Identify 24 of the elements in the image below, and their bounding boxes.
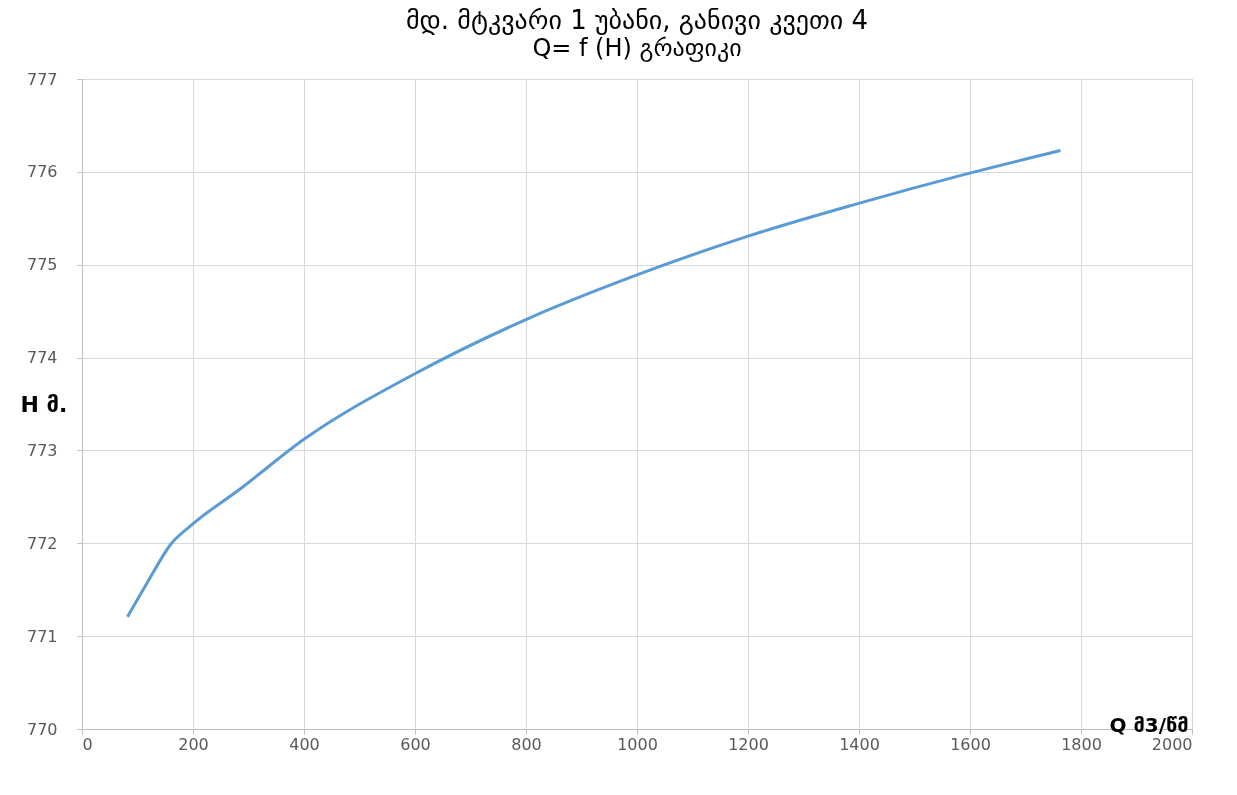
x-tick-label: 1800 — [1061, 734, 1102, 754]
x-tick-label: 1400 — [839, 734, 880, 754]
x-tick-label: 600 — [400, 734, 431, 754]
x-tick-label: 1600 — [950, 734, 991, 754]
x-tick-label: 1000 — [617, 734, 658, 754]
x-tick-label: 400 — [289, 734, 320, 754]
x-tick-label: 1200 — [728, 734, 769, 754]
y-tick-label: 772 — [26, 533, 58, 553]
y-tick-label: 774 — [26, 348, 58, 368]
y-tick-label: 773 — [26, 440, 58, 460]
y-tick-label: 777 — [26, 69, 58, 89]
x-tick-label: 200 — [178, 734, 209, 754]
y-tick-label: 770 — [26, 719, 58, 739]
y-tick-label: 776 — [26, 162, 58, 182]
x-tick-label: 800 — [511, 734, 542, 754]
chart-title: მდ. მტკვარი 1 უბანი, განივი კვეთი 4 — [405, 5, 869, 35]
line-series — [126, 149, 1062, 619]
x-axis-title: Q მ3/წმ — [1109, 712, 1189, 737]
y-tick-label: 771 — [26, 626, 58, 646]
x-tick-label: 0 — [82, 734, 93, 754]
chart-subtitle: Q= f (H) გრაფიკი — [532, 34, 742, 62]
x-tick-label: 2000 — [1151, 734, 1193, 754]
y-tick-label: 775 — [26, 255, 58, 275]
y-axis-title: H მ. — [20, 391, 68, 417]
